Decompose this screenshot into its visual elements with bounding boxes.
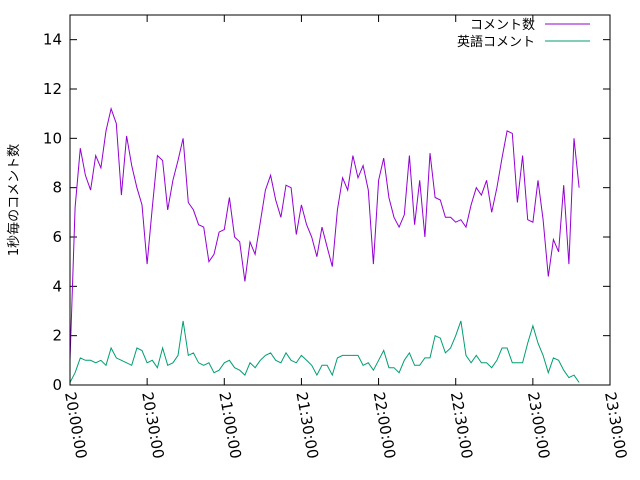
y-tick-label: 2 — [52, 327, 62, 345]
series-line-1 — [69, 106, 580, 361]
legend-label-1: コメント数 — [470, 18, 535, 33]
y-tick-label: 14 — [43, 31, 62, 49]
y-axis-label: 1秒毎のコメント数 — [6, 144, 22, 256]
y-tick-label: 6 — [52, 228, 62, 246]
y-tick-label: 0 — [52, 376, 62, 394]
y-tick-label: 10 — [43, 129, 62, 147]
series-layer — [69, 106, 580, 383]
y-tick-label: 12 — [43, 80, 62, 98]
legend-label-2: 英語コメント — [457, 34, 535, 50]
y-tick-label: 4 — [52, 277, 62, 295]
series-line-2 — [69, 320, 580, 383]
y-tick-label: 8 — [52, 179, 62, 197]
plot-frame — [69, 14, 611, 386]
